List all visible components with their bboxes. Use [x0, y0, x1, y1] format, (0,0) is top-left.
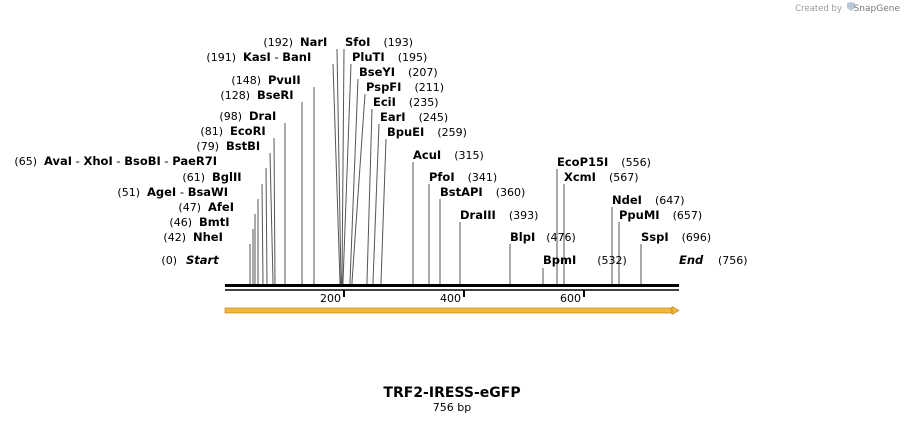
site-pos-eari: (245) — [419, 111, 449, 124]
start-label: Start — [186, 253, 219, 267]
site-pos-bglii: (61) — [182, 171, 205, 184]
site-label-bmti[interactable]: BmtI — [199, 215, 230, 229]
site-pos-bpmi: (532) — [597, 254, 627, 267]
site-label-agei[interactable]: AgeI - BsaWI — [147, 185, 228, 199]
site-line-pspfi[interactable] — [351, 93, 366, 284]
snapgene-brand: SnapGene — [854, 4, 901, 14]
site-label-pspfi[interactable]: PspFI — [366, 80, 401, 94]
site-line-sfoi[interactable] — [341, 48, 345, 284]
site-pos-bpuei: (259) — [437, 126, 467, 139]
site-label-nari[interactable]: NarI — [300, 35, 327, 49]
site-label-ecori[interactable]: EcoRI — [230, 124, 266, 138]
site-label-blpi[interactable]: BlpI — [510, 230, 535, 244]
end-position: (756) — [718, 254, 748, 267]
site-pos-ndei: (647) — [655, 194, 685, 207]
site-label-acui[interactable]: AcuI — [413, 148, 441, 162]
snapgene-logo-icon — [847, 2, 855, 11]
site-line-bseyi[interactable] — [349, 78, 359, 284]
site-label-pfoi[interactable]: PfoI — [429, 170, 455, 184]
site-pos-ecop15i: (556) — [621, 156, 651, 169]
site-pos-avai: (65) — [14, 155, 37, 168]
site-pos-bseri: (128) — [220, 89, 250, 102]
site-label-xcmi[interactable]: XcmI — [564, 170, 596, 184]
site-pos-kasi: (191) — [206, 51, 236, 64]
site-label-afei[interactable]: AfeI — [208, 200, 234, 214]
site-label-eari[interactable]: EarI — [380, 110, 406, 124]
site-label-nhei[interactable]: NheI — [193, 230, 223, 244]
site-label-ppumi[interactable]: PpuMI — [619, 208, 660, 222]
site-pos-bstapi: (360) — [496, 186, 526, 199]
site-pos-bseyi: (207) — [408, 66, 438, 79]
site-line-kasi[interactable] — [332, 63, 341, 284]
map-title: TRF2-IRESS-eGFP — [383, 385, 520, 401]
site-pos-pspfi: (211) — [414, 81, 444, 94]
site-pos-sfoi: (193) — [383, 36, 413, 49]
site-pos-ppumi: (657) — [673, 209, 703, 222]
site-pos-acui: (315) — [454, 149, 484, 162]
site-pos-blpi: (476) — [546, 231, 576, 244]
ruler-label-600: 600 — [560, 292, 581, 305]
site-line-bpuei[interactable] — [380, 138, 387, 284]
site-label-bstbi[interactable]: BstBI — [226, 139, 260, 153]
site-pos-ecii: (235) — [409, 96, 439, 109]
site-label-ecii[interactable]: EciI — [373, 95, 396, 109]
site-pos-pfoi: (341) — [468, 171, 498, 184]
site-label-bpuei[interactable]: BpuEI — [387, 125, 424, 139]
site-label-bglii[interactable]: BglII — [212, 170, 242, 184]
site-pos-drai: (98) — [219, 110, 242, 123]
site-pos-bstbi: (79) — [196, 140, 219, 153]
site-label-ecop15i[interactable]: EcoP15I — [557, 155, 608, 169]
site-label-avai[interactable]: AvaI - XhoI - BsoBI - PaeR7I — [44, 154, 217, 168]
site-line-pluti[interactable] — [342, 63, 352, 284]
site-label-kasi[interactable]: KasI - BanI — [243, 50, 311, 64]
site-pos-bmti: (46) — [169, 216, 192, 229]
site-label-bseri[interactable]: BseRI — [257, 88, 294, 102]
site-pos-nari: (192) — [263, 36, 293, 49]
site-labels: NheI (42) BmtI (46) AfeI (47) AgeI - BsaWI (51)… — [14, 35, 711, 267]
site-pos-sspi: (696) — [682, 231, 712, 244]
site-label-bseyi[interactable]: BseYI — [359, 65, 395, 79]
site-line-ecori[interactable] — [273, 137, 276, 284]
site-label-sfoi[interactable]: SfoI — [345, 35, 370, 49]
feature-arrow[interactable] — [224, 305, 680, 316]
site-label-pluti[interactable]: PluTI — [352, 50, 385, 64]
site-pos-pluti: (195) — [398, 51, 428, 64]
site-label-bpmi[interactable]: BpmI — [543, 253, 576, 267]
site-pos-afei: (47) — [178, 201, 201, 214]
end-label: End — [679, 253, 704, 267]
start-position: (0) — [161, 254, 177, 267]
site-label-drai[interactable]: DraI — [249, 109, 276, 123]
site-line-bstbi[interactable] — [269, 152, 274, 284]
ruler-label-400: 400 — [440, 292, 461, 305]
site-leader-lines — [249, 48, 642, 284]
site-pos-agei: (51) — [117, 186, 140, 199]
ruler-label-200: 200 — [320, 292, 341, 305]
site-label-draiii[interactable]: DraIII — [460, 208, 496, 222]
site-pos-draiii: (393) — [509, 209, 539, 222]
site-line-nari[interactable] — [336, 48, 342, 284]
site-label-sspi[interactable]: SspI — [641, 230, 669, 244]
site-label-pvuii[interactable]: PvuII — [268, 73, 301, 87]
site-pos-ecori: (81) — [200, 125, 223, 138]
created-by-text: Created by — [795, 4, 842, 14]
map-length: 756 bp — [433, 401, 471, 414]
site-line-avai[interactable] — [265, 167, 268, 284]
site-line-eari[interactable] — [372, 123, 380, 284]
site-label-ndei[interactable]: NdeI — [612, 193, 642, 207]
site-label-bstapi[interactable]: BstAPI — [440, 185, 483, 199]
site-pos-nhei: (42) — [163, 231, 186, 244]
site-line-ecii[interactable] — [366, 108, 373, 284]
site-pos-xcmi: (567) — [609, 171, 639, 184]
site-pos-pvuii: (148) — [231, 74, 261, 87]
site-line-bglii[interactable] — [261, 183, 264, 284]
